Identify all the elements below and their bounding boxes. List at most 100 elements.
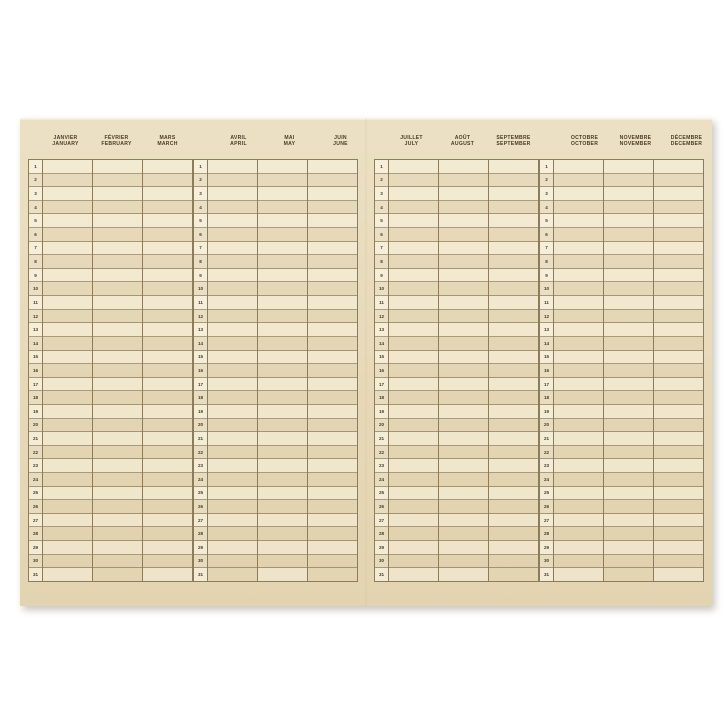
entry-cell[interactable] (308, 473, 357, 487)
entry-cell[interactable] (143, 527, 192, 542)
entry-cell[interactable] (258, 309, 307, 324)
entry-cell[interactable] (208, 527, 257, 542)
entry-cell[interactable] (604, 214, 653, 229)
entry-cell[interactable] (489, 309, 538, 324)
entry-cell[interactable] (93, 173, 142, 188)
entry-cell[interactable] (308, 255, 357, 269)
entry-cell[interactable] (554, 445, 603, 460)
entry-cell[interactable] (208, 418, 257, 433)
entry-cell[interactable] (308, 282, 357, 297)
entry-cell[interactable] (604, 350, 653, 365)
entry-cell[interactable] (604, 364, 653, 378)
entry-cell[interactable] (439, 160, 488, 174)
entry-cell[interactable] (43, 309, 92, 324)
entry-cell[interactable] (489, 377, 538, 392)
entry-cell[interactable] (554, 432, 603, 446)
entry-cell[interactable] (389, 554, 438, 569)
entry-cell[interactable] (43, 527, 92, 542)
entry-cell[interactable] (489, 486, 538, 501)
entry-cell[interactable] (489, 350, 538, 365)
entry-cell[interactable] (654, 241, 703, 256)
entry-cell[interactable] (604, 336, 653, 351)
entry-cell[interactable] (439, 200, 488, 215)
entry-cell[interactable] (93, 500, 142, 514)
entry-cell[interactable] (489, 391, 538, 405)
entry-cell[interactable] (439, 568, 488, 581)
entry-cell[interactable] (258, 173, 307, 188)
entry-cell[interactable] (554, 554, 603, 569)
entry-cell[interactable] (43, 445, 92, 460)
entry-cell[interactable] (654, 228, 703, 242)
entry-cell[interactable] (654, 323, 703, 337)
entry-cell[interactable] (258, 228, 307, 242)
entry-cell[interactable] (208, 309, 257, 324)
entry-cell[interactable] (43, 404, 92, 419)
entry-cell[interactable] (654, 377, 703, 392)
entry-cell[interactable] (439, 377, 488, 392)
entry-cell[interactable] (489, 513, 538, 528)
entry-cell[interactable] (143, 241, 192, 256)
entry-cell[interactable] (93, 459, 142, 474)
entry-cell[interactable] (389, 500, 438, 514)
entry-cell[interactable] (258, 554, 307, 569)
entry-cell[interactable] (389, 486, 438, 501)
entry-cell[interactable] (258, 404, 307, 419)
entry-cell[interactable] (439, 255, 488, 269)
entry-cell[interactable] (143, 350, 192, 365)
entry-cell[interactable] (604, 173, 653, 188)
entry-cell[interactable] (439, 554, 488, 569)
entry-cell[interactable] (43, 473, 92, 487)
entry-cell[interactable] (308, 459, 357, 474)
entry-cell[interactable] (389, 541, 438, 555)
entry-cell[interactable] (308, 350, 357, 365)
entry-cell[interactable] (389, 336, 438, 351)
entry-cell[interactable] (439, 282, 488, 297)
entry-cell[interactable] (258, 377, 307, 392)
entry-cell[interactable] (554, 187, 603, 201)
entry-cell[interactable] (654, 160, 703, 174)
entry-cell[interactable] (604, 241, 653, 256)
entry-cell[interactable] (43, 391, 92, 405)
entry-cell[interactable] (489, 173, 538, 188)
entry-cell[interactable] (439, 404, 488, 419)
entry-cell[interactable] (93, 200, 142, 215)
entry-cell[interactable] (489, 160, 538, 174)
entry-cell[interactable] (654, 554, 703, 569)
entry-cell[interactable] (554, 241, 603, 256)
entry-cell[interactable] (654, 541, 703, 555)
entry-cell[interactable] (389, 432, 438, 446)
entry-cell[interactable] (554, 296, 603, 310)
entry-cell[interactable] (604, 500, 653, 514)
entry-cell[interactable] (258, 486, 307, 501)
entry-cell[interactable] (258, 241, 307, 256)
entry-cell[interactable] (143, 513, 192, 528)
entry-cell[interactable] (43, 241, 92, 256)
entry-cell[interactable] (389, 255, 438, 269)
entry-cell[interactable] (93, 473, 142, 487)
entry-cell[interactable] (308, 445, 357, 460)
entry-cell[interactable] (654, 173, 703, 188)
entry-cell[interactable] (654, 255, 703, 269)
entry-cell[interactable] (389, 350, 438, 365)
entry-cell[interactable] (258, 268, 307, 283)
entry-cell[interactable] (554, 255, 603, 269)
entry-cell[interactable] (554, 350, 603, 365)
entry-cell[interactable] (489, 364, 538, 378)
entry-cell[interactable] (554, 336, 603, 351)
entry-cell[interactable] (208, 486, 257, 501)
entry-cell[interactable] (208, 513, 257, 528)
entry-cell[interactable] (439, 214, 488, 229)
entry-cell[interactable] (389, 173, 438, 188)
entry-cell[interactable] (389, 268, 438, 283)
entry-cell[interactable] (489, 445, 538, 460)
entry-cell[interactable] (208, 377, 257, 392)
entry-cell[interactable] (308, 391, 357, 405)
entry-cell[interactable] (208, 323, 257, 337)
entry-cell[interactable] (554, 282, 603, 297)
entry-cell[interactable] (489, 473, 538, 487)
entry-cell[interactable] (93, 364, 142, 378)
entry-cell[interactable] (93, 309, 142, 324)
entry-cell[interactable] (439, 173, 488, 188)
entry-cell[interactable] (93, 214, 142, 229)
entry-cell[interactable] (208, 404, 257, 419)
